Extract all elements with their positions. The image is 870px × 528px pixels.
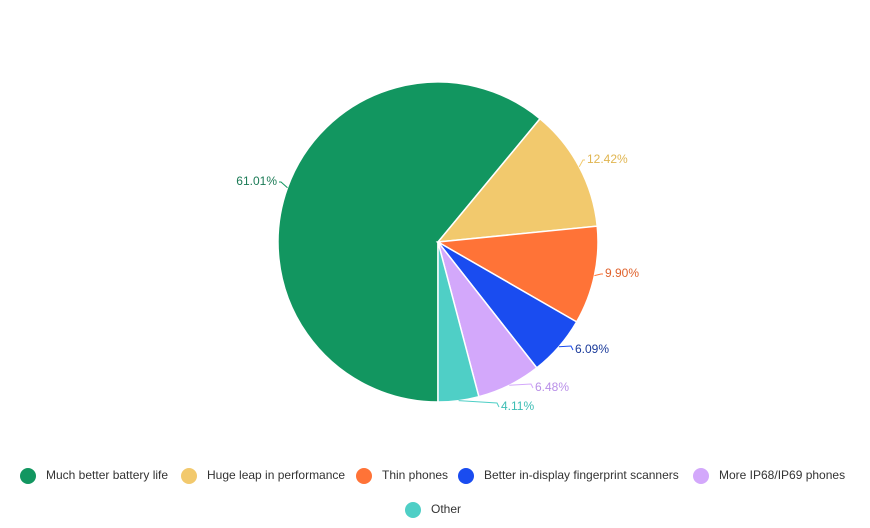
pie-slice [436, 117, 599, 243]
legend-marker [458, 468, 474, 484]
data-label: 61.01% [236, 174, 277, 188]
legend-label: Better in-display fingerprint scanners [484, 468, 679, 482]
data-label: 6.48% [535, 380, 569, 394]
legend-label: Thin phones [382, 468, 448, 482]
data-label: 9.90% [605, 266, 639, 280]
legend-label: Much better battery life [46, 468, 168, 482]
pie-slice [277, 81, 542, 403]
leader-line [279, 181, 288, 189]
legend-label: More IP68/IP69 phones [719, 468, 845, 482]
legend-marker [693, 468, 709, 484]
leader-line [594, 273, 603, 277]
data-label: 6.09% [575, 342, 609, 356]
legend-marker [405, 502, 421, 518]
data-label: 12.42% [587, 152, 628, 166]
leader-line [458, 400, 500, 408]
legend-marker [356, 468, 372, 484]
leader-line [578, 159, 585, 168]
leader-line [509, 383, 534, 389]
data-label: 4.11% [501, 399, 534, 413]
leader-line [558, 345, 574, 351]
legend-label: Other [431, 502, 461, 516]
legend-label: Huge leap in performance [207, 468, 345, 482]
legend-marker [20, 468, 36, 484]
legend-marker [181, 468, 197, 484]
